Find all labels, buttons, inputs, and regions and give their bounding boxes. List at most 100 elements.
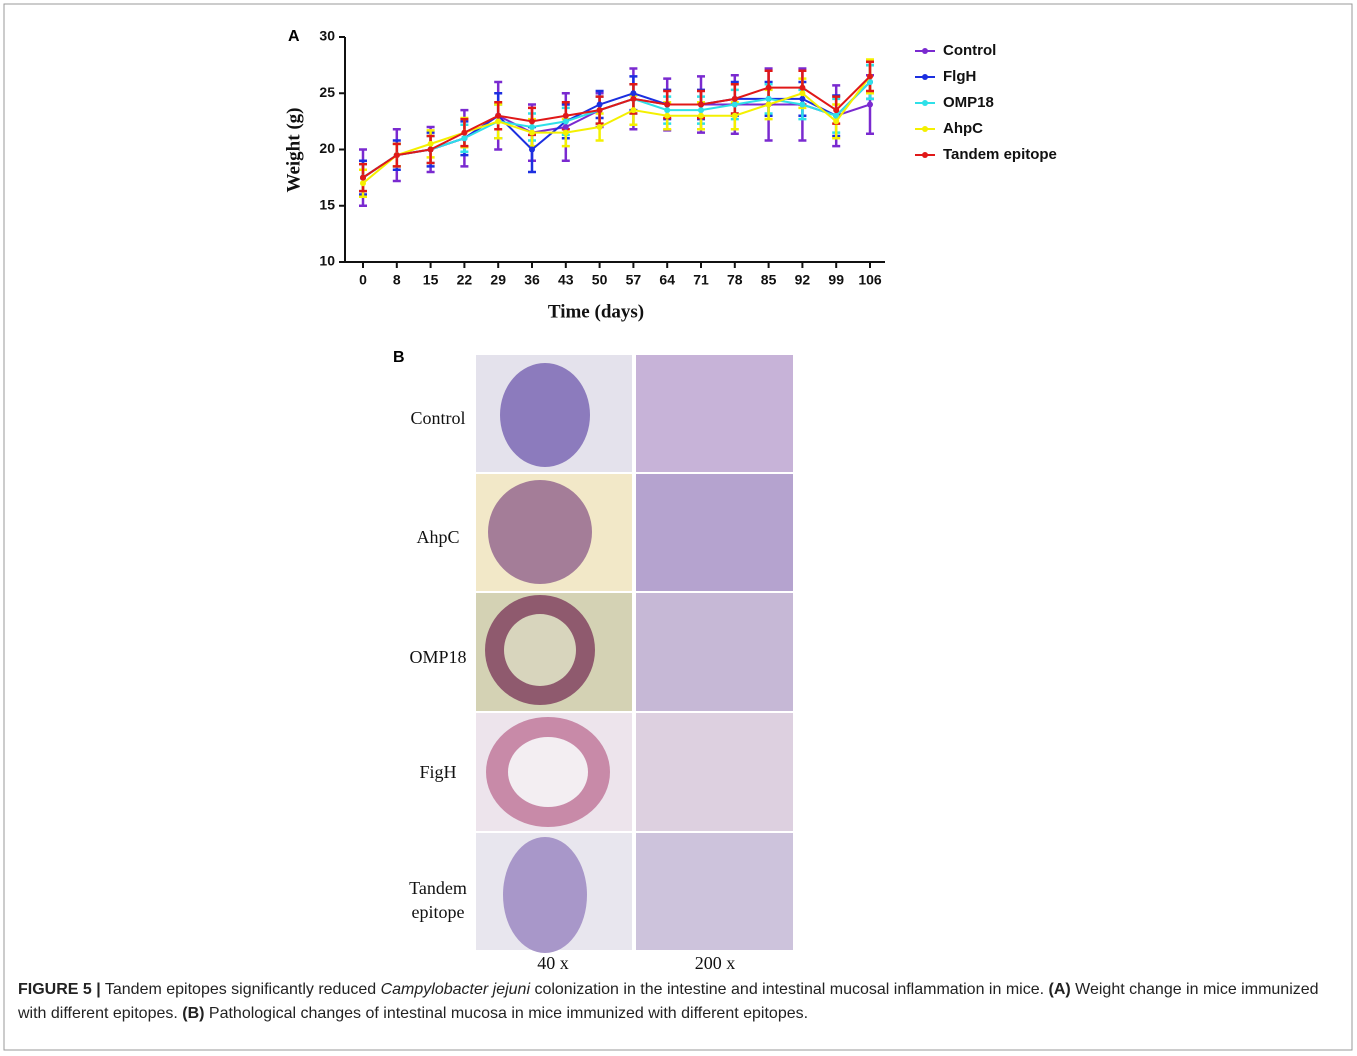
data-point bbox=[799, 101, 806, 108]
legend-label: FlgH bbox=[943, 68, 976, 85]
y-tick-label: 30 bbox=[319, 28, 335, 44]
data-point bbox=[867, 101, 873, 108]
x-tick-label: 64 bbox=[659, 272, 675, 288]
micrograph-lumen bbox=[508, 737, 588, 807]
data-point bbox=[664, 101, 671, 108]
micrograph-tissue bbox=[488, 480, 592, 584]
series-line bbox=[362, 75, 871, 179]
figure-border bbox=[3, 3, 1353, 1051]
series bbox=[359, 63, 874, 196]
legend-marker bbox=[922, 74, 928, 80]
y-tick-label: 10 bbox=[319, 253, 335, 269]
data-point bbox=[562, 129, 569, 136]
legend-marker bbox=[922, 100, 928, 106]
x-tick-label: 106 bbox=[858, 272, 882, 288]
x-tick-label: 71 bbox=[693, 272, 709, 288]
caption: FIGURE 5 | Tandem epitopes significantly… bbox=[18, 978, 1340, 1026]
data-point bbox=[427, 146, 434, 153]
data-point bbox=[360, 174, 366, 181]
x-tick-label: 15 bbox=[423, 272, 439, 288]
caption-text: Pathological changes of intestinal mucos… bbox=[204, 1005, 809, 1022]
x-tick-label: 99 bbox=[828, 272, 844, 288]
caption-panel: (B) bbox=[182, 1005, 205, 1022]
micrograph bbox=[636, 474, 793, 591]
x-tick-label: 29 bbox=[490, 272, 506, 288]
panel-b-images bbox=[476, 355, 793, 953]
data-point bbox=[495, 112, 502, 119]
data-point bbox=[596, 101, 603, 108]
y-tick-label: 15 bbox=[319, 196, 335, 212]
series bbox=[359, 58, 874, 198]
data-point bbox=[360, 180, 366, 187]
data-point bbox=[529, 146, 535, 153]
legend-label: Tandem epitope bbox=[943, 146, 1057, 163]
caption-text: colonization in the intestine and intest… bbox=[530, 981, 1049, 998]
data-point bbox=[630, 95, 637, 102]
legend-label: AhpC bbox=[943, 120, 983, 137]
caption-label: FIGURE 5 | bbox=[18, 981, 101, 998]
data-point bbox=[799, 95, 806, 102]
x-tick-label: 36 bbox=[524, 272, 540, 288]
legend-label: Control bbox=[943, 42, 996, 59]
data-point bbox=[529, 129, 535, 136]
legend-marker bbox=[922, 48, 928, 54]
data-point bbox=[393, 152, 400, 159]
data-point bbox=[630, 90, 637, 97]
data-point bbox=[461, 135, 468, 142]
x-tick-label: 0 bbox=[359, 272, 367, 288]
series-line bbox=[362, 97, 871, 179]
data-point bbox=[765, 101, 772, 108]
x-tick-label: 57 bbox=[626, 272, 642, 288]
data-point bbox=[529, 124, 535, 130]
data-point bbox=[698, 107, 704, 114]
series bbox=[359, 67, 874, 207]
micrograph bbox=[636, 355, 793, 472]
micrograph-tissue bbox=[503, 837, 587, 953]
x-tick-label: 50 bbox=[592, 272, 608, 288]
x-tick-label: 22 bbox=[457, 272, 473, 288]
data-point bbox=[833, 107, 840, 114]
x-tick-label: 85 bbox=[761, 272, 777, 288]
micrograph bbox=[636, 833, 793, 950]
x-tick-label: 8 bbox=[393, 272, 401, 288]
row-label: FigH bbox=[419, 762, 457, 782]
data-point bbox=[562, 124, 569, 130]
x-tick-label: 78 bbox=[727, 272, 743, 288]
data-point bbox=[765, 84, 772, 91]
data-point bbox=[698, 101, 704, 108]
caption-text: Tandem epitopes significantly reduced bbox=[100, 981, 381, 998]
micrograph bbox=[636, 593, 793, 711]
data-point bbox=[461, 129, 468, 136]
data-point bbox=[562, 112, 569, 119]
series bbox=[359, 63, 874, 193]
caption-species: Campylobacter jejuni bbox=[380, 981, 530, 998]
x-tick-label: 92 bbox=[795, 272, 811, 288]
data-point bbox=[765, 95, 772, 102]
y-axis-title: Weight (g) bbox=[283, 108, 304, 193]
row-label: Tandem epitope bbox=[409, 878, 467, 922]
caption-text: Weight change in mice immunized with dif… bbox=[18, 981, 1319, 1022]
column-label: 200 x bbox=[694, 953, 736, 973]
data-point bbox=[799, 84, 806, 91]
data-point bbox=[698, 112, 704, 119]
x-tick-label: 43 bbox=[558, 272, 574, 288]
legend-marker bbox=[922, 126, 928, 132]
data-point bbox=[867, 73, 873, 80]
data-point bbox=[529, 118, 535, 125]
legend-label: OMP18 bbox=[943, 94, 994, 111]
series-line bbox=[362, 75, 871, 185]
x-axis-title: Time (days) bbox=[548, 301, 644, 322]
micrograph-lumen bbox=[504, 614, 576, 686]
data-point bbox=[867, 79, 873, 85]
data-point bbox=[427, 140, 434, 147]
data-point bbox=[562, 118, 569, 125]
data-point bbox=[630, 107, 637, 114]
data-point bbox=[664, 112, 671, 119]
row-label: OMP18 bbox=[409, 647, 467, 667]
row-label: Control bbox=[410, 408, 466, 428]
y-tick-label: 20 bbox=[319, 140, 335, 156]
data-point bbox=[799, 90, 806, 97]
column-label: 40 x bbox=[537, 953, 569, 973]
